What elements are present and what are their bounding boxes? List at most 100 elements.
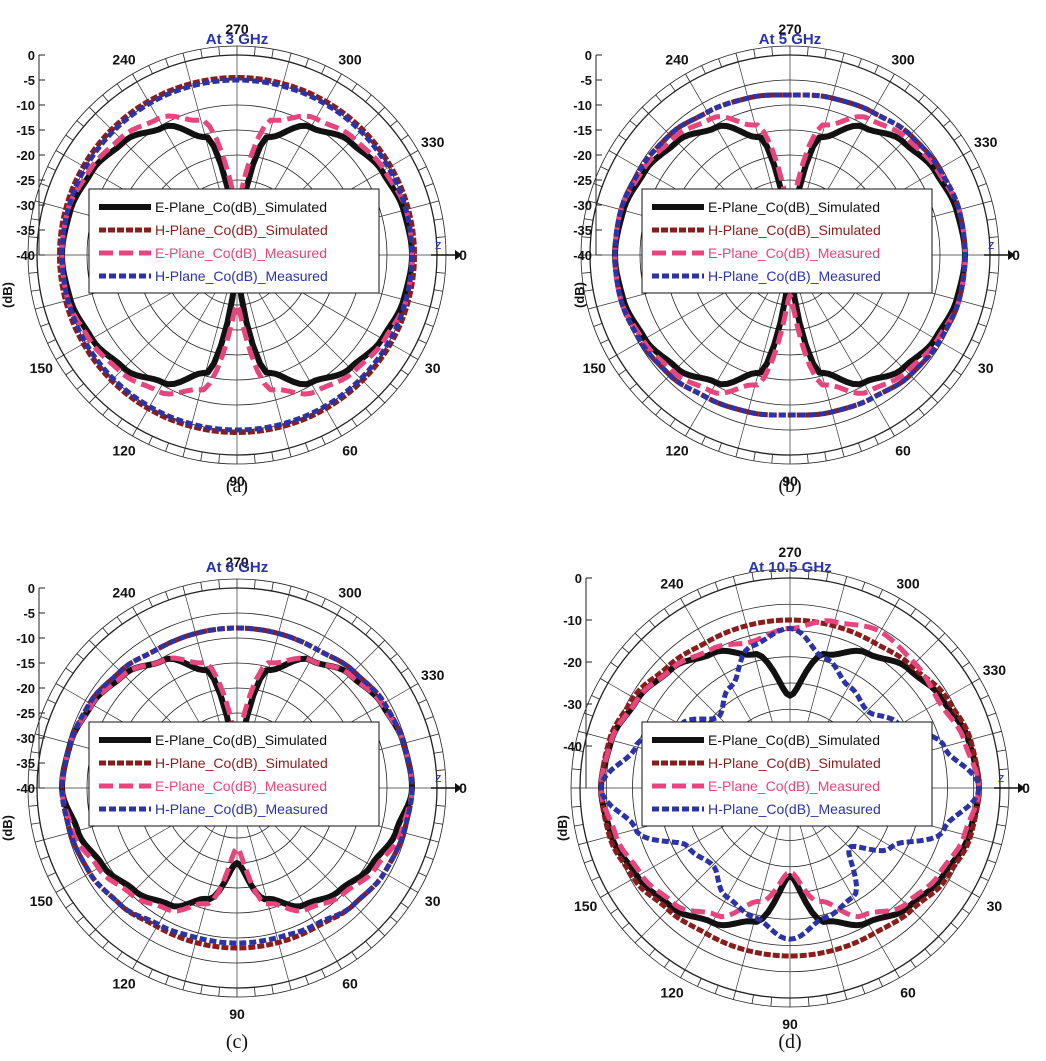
- angle-tick: [271, 49, 274, 59]
- angle-tick: [843, 576, 848, 586]
- radial-tick-label: -15: [16, 123, 35, 138]
- angle-tick: [608, 354, 617, 360]
- angle-tick: [132, 961, 138, 970]
- angle-tick: [321, 598, 326, 607]
- angle-tick: [924, 948, 932, 957]
- angle-tick: [148, 65, 153, 74]
- angle-tick: [116, 418, 123, 427]
- angle-tick: [336, 961, 342, 970]
- angle-tick: [904, 83, 911, 92]
- angle-tick: [581, 236, 591, 238]
- angle-label: 240: [660, 576, 684, 592]
- angle-tick: [182, 981, 186, 990]
- angle-tick: [680, 969, 686, 978]
- angle-tick: [365, 407, 372, 416]
- panel-caption: (a): [226, 475, 248, 497]
- angle-tick: [588, 306, 597, 310]
- angle-tick: [878, 589, 883, 598]
- angle-tick: [433, 751, 443, 754]
- panel-title: At 5 GHz: [759, 31, 822, 48]
- angle-label: 270: [225, 21, 249, 37]
- angle-tick: [987, 859, 996, 864]
- angle-tick: [953, 134, 962, 141]
- radial-tick-label: -20: [16, 148, 35, 163]
- angle-tick: [31, 822, 41, 825]
- angle-tick: [664, 959, 670, 968]
- angle-tick: [400, 369, 409, 376]
- angle-tick: [28, 805, 38, 807]
- angle-tick: [47, 699, 56, 704]
- angle-tick: [400, 902, 409, 909]
- angle-tick: [918, 407, 925, 416]
- angle-label: 60: [342, 443, 358, 459]
- angle-tick: [992, 730, 1002, 735]
- angle-tick: [410, 683, 419, 689]
- angle-tick: [418, 166, 427, 171]
- angle-tick: [600, 892, 609, 898]
- z-axis-arrow: [455, 783, 462, 793]
- angle-tick: [271, 451, 274, 461]
- angle-tick: [321, 436, 326, 445]
- radial-tick-label: 0: [28, 581, 35, 596]
- angle-label: 270: [778, 544, 802, 560]
- z-axis-arrow: [1018, 783, 1025, 793]
- angle-tick: [578, 841, 588, 846]
- angle-tick: [807, 569, 810, 579]
- angle-tick: [961, 908, 970, 914]
- angle-tick: [992, 841, 1002, 846]
- angle-label: 240: [112, 584, 136, 600]
- angle-tick: [910, 959, 916, 968]
- angle-tick: [400, 134, 409, 141]
- angle-tick: [165, 58, 169, 68]
- angle-tick: [305, 58, 309, 68]
- angle-tick: [807, 454, 809, 464]
- angle-tick: [980, 876, 989, 881]
- angle-tick: [254, 454, 256, 464]
- angle-tick: [634, 632, 642, 640]
- angle-tick: [680, 598, 686, 607]
- angle-tick: [735, 448, 739, 457]
- angle-tick: [735, 53, 739, 62]
- angle-tick: [996, 824, 1006, 827]
- angle-tick: [861, 985, 866, 994]
- angle-tick: [753, 49, 756, 59]
- angle-label: 300: [896, 576, 920, 592]
- angle-tick: [40, 856, 50, 860]
- angle-label: 330: [421, 134, 445, 150]
- radial-tick-label: -5: [580, 73, 592, 88]
- angle-tick: [418, 339, 427, 344]
- legend-label-1: H-Plane_Co(dB)_Simulated: [155, 755, 328, 771]
- angle-tick: [40, 716, 50, 720]
- angle-tick: [378, 106, 386, 114]
- radial-tick-label: -30: [573, 198, 592, 213]
- angle-tick: [685, 73, 691, 82]
- angle-tick: [47, 339, 56, 344]
- angle-tick: [963, 354, 972, 360]
- angle-tick: [165, 591, 169, 601]
- angle-tick: [31, 289, 41, 292]
- angle-tick: [116, 83, 123, 92]
- angle-label: 30: [987, 898, 1003, 914]
- angle-tick: [378, 929, 386, 937]
- angle-tick: [336, 606, 342, 615]
- angle-tick: [938, 632, 946, 640]
- angle-tick: [953, 369, 962, 376]
- angle-tick: [200, 49, 203, 59]
- radial-tick-label: -10: [16, 98, 35, 113]
- angle-label: 300: [891, 51, 915, 67]
- legend-label-3: H-Plane_Co(dB)_Measured: [155, 268, 328, 284]
- angle-label: 240: [665, 51, 689, 67]
- angle-tick: [588, 200, 597, 204]
- angle-label: 120: [112, 443, 136, 459]
- angle-tick: [826, 994, 829, 1004]
- angle-tick: [351, 951, 358, 960]
- angle-tick: [807, 997, 810, 1007]
- radial-tick-label: 0: [28, 48, 35, 63]
- angle-tick: [116, 951, 123, 960]
- legend-label-0: E-Plane_Co(dB)_Simulated: [155, 732, 327, 748]
- radial-tick-label: -40: [573, 248, 592, 263]
- angle-tick: [418, 872, 427, 877]
- angle-tick: [424, 323, 434, 327]
- radial-tick-label: -30: [16, 731, 35, 746]
- angle-tick: [410, 354, 419, 360]
